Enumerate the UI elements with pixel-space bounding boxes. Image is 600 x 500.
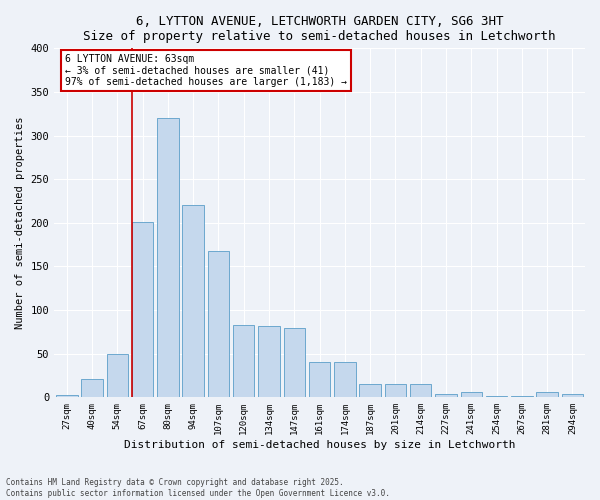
- Bar: [562, 394, 583, 398]
- Bar: [107, 354, 128, 398]
- Bar: [385, 384, 406, 398]
- Bar: [435, 394, 457, 398]
- Text: 6 LYTTON AVENUE: 63sqm
← 3% of semi-detached houses are smaller (41)
97% of semi: 6 LYTTON AVENUE: 63sqm ← 3% of semi-deta…: [65, 54, 347, 87]
- Text: Contains HM Land Registry data © Crown copyright and database right 2025.
Contai: Contains HM Land Registry data © Crown c…: [6, 478, 390, 498]
- Bar: [132, 222, 154, 398]
- Y-axis label: Number of semi-detached properties: Number of semi-detached properties: [15, 116, 25, 329]
- Bar: [334, 362, 356, 398]
- Bar: [359, 384, 381, 398]
- Bar: [258, 326, 280, 398]
- Bar: [461, 392, 482, 398]
- Bar: [82, 379, 103, 398]
- Bar: [208, 251, 229, 398]
- Bar: [182, 206, 204, 398]
- Bar: [309, 362, 331, 398]
- Bar: [157, 118, 179, 398]
- Bar: [511, 396, 533, 398]
- Bar: [536, 392, 558, 398]
- Bar: [486, 396, 507, 398]
- X-axis label: Distribution of semi-detached houses by size in Letchworth: Distribution of semi-detached houses by …: [124, 440, 515, 450]
- Bar: [56, 394, 77, 398]
- Bar: [410, 384, 431, 398]
- Title: 6, LYTTON AVENUE, LETCHWORTH GARDEN CITY, SG6 3HT
Size of property relative to s: 6, LYTTON AVENUE, LETCHWORTH GARDEN CITY…: [83, 15, 556, 43]
- Bar: [233, 325, 254, 398]
- Bar: [284, 328, 305, 398]
